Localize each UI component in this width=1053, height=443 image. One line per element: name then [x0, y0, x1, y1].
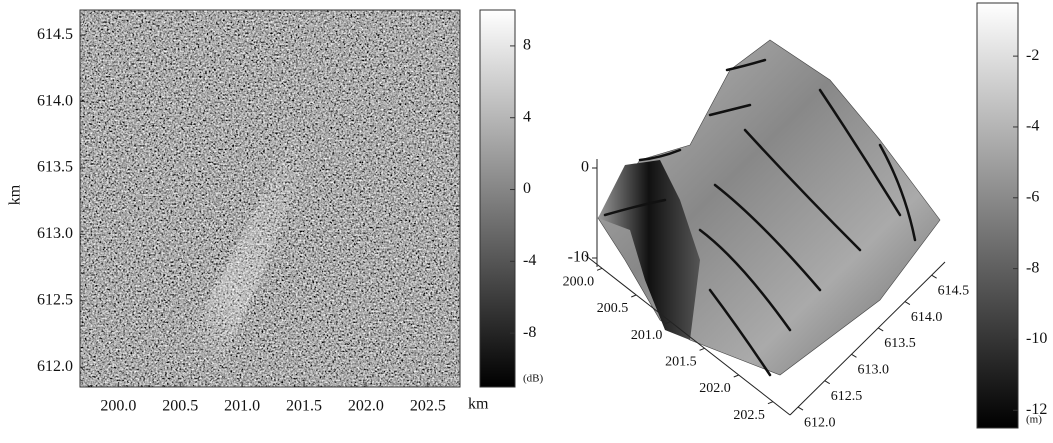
contour [708, 288, 772, 377]
colorbar-tick-label: -4 [523, 252, 536, 269]
y-tick-label: 612.5 [37, 291, 73, 308]
colorbar-tick-label: 0 [523, 180, 531, 197]
x-tick-label: 200.5 [597, 301, 629, 316]
colorbar [976, 2, 1019, 429]
y-tick-label: 612.0 [804, 415, 836, 430]
x-tick-label: 200.5 [162, 398, 198, 415]
x-axis-label: km [468, 396, 489, 413]
heatmap-image [79, 9, 461, 388]
x-tick-label: 201.5 [286, 398, 322, 415]
y-tick-label: 613.0 [857, 363, 889, 378]
colorbar-tick-label: -2 [1026, 47, 1039, 64]
x-tick [767, 401, 774, 405]
surface [597, 39, 941, 377]
contour [725, 58, 767, 72]
x-tick-label: 202.5 [733, 408, 765, 423]
colorbar-tick-label: -8 [523, 324, 536, 341]
x-tick-label: 202.0 [348, 398, 384, 415]
colorbar-tick-label: -8 [1026, 259, 1039, 276]
contour-lines [603, 58, 917, 377]
y-tick [824, 380, 830, 385]
x-axis [584, 254, 791, 416]
y-tick [904, 301, 911, 305]
z-tick-label: -10 [568, 249, 589, 266]
colorbar-label: (dB) [523, 373, 544, 385]
y-tick-label: 614.0 [911, 310, 943, 325]
contour [713, 183, 822, 292]
colorbar-tick-label: -6 [1026, 188, 1039, 205]
contour [878, 143, 917, 242]
y-tick [877, 327, 884, 332]
colorbar-tick-label: -4 [1026, 118, 1039, 135]
x-tick [631, 294, 637, 298]
y-axis [789, 261, 946, 416]
y-tick [797, 406, 804, 411]
x-tick-label: 200.0 [563, 275, 595, 290]
contour [818, 88, 902, 217]
contour [638, 148, 682, 162]
z-tick-label: 0 [581, 159, 589, 176]
x-tick-label: 201.5 [665, 355, 697, 370]
x-tick-label: 201.0 [224, 398, 260, 415]
y-axis-label: km [7, 184, 24, 205]
colorbar-tick-label: -12 [1026, 401, 1047, 418]
bright-band [160, 10, 360, 387]
colorbar-tick-label: -10 [1026, 330, 1047, 347]
x-tick-label: 201.0 [631, 328, 663, 343]
y-tick [931, 274, 937, 279]
surface-valley [598, 160, 700, 340]
colorbar [479, 9, 516, 388]
colorbar-label: (m) [1026, 414, 1042, 426]
y-tick-label: 613.5 [884, 336, 916, 351]
x-tick [733, 374, 739, 378]
heatmap-frame [79, 9, 461, 388]
contour [603, 198, 667, 217]
y-tick-label: 612.5 [831, 389, 863, 404]
contour [698, 228, 792, 332]
y-tick-label: 614.5 [938, 283, 970, 298]
y-tick-label: 614.5 [37, 26, 73, 43]
x-tick-label: 202.0 [699, 381, 731, 396]
colorbar-tick-label: 4 [523, 108, 531, 125]
contour [743, 128, 862, 252]
x-tick [699, 347, 705, 351]
y-tick-label: 614.0 [37, 92, 73, 109]
x-tick [596, 267, 603, 271]
y-tick-label: 613.0 [37, 225, 73, 242]
y-tick [851, 353, 857, 358]
y-tick-label: 613.5 [37, 159, 73, 176]
x-tick [665, 321, 671, 325]
x-tick-label: 200.0 [100, 398, 136, 415]
contour [708, 103, 752, 117]
colorbar-tick-label: 8 [523, 37, 531, 54]
x-tick-label: 202.5 [410, 398, 446, 415]
y-tick-label: 612.0 [37, 358, 73, 375]
